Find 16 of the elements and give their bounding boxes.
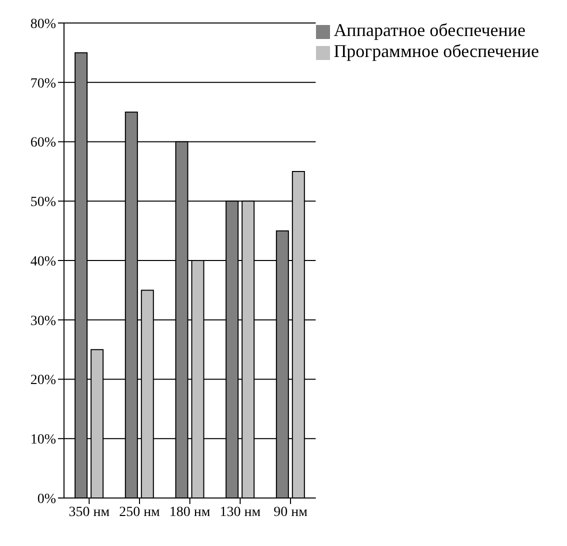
legend-label: Программное обеспечение (334, 41, 539, 61)
legend-label: Аппаратное обеспечение (334, 20, 526, 40)
x-tick-label: 180 нм (169, 504, 210, 520)
x-tick-label: 130 нм (220, 504, 261, 520)
y-tick-label: 0% (37, 492, 56, 507)
x-tick-label: 250 нм (119, 504, 160, 520)
y-tick-label: 10% (30, 432, 56, 448)
y-tick-label: 70% (30, 76, 56, 92)
y-tick-label: 30% (30, 314, 56, 329)
y-tick-label: 40% (30, 254, 56, 270)
x-tick-label: 350 нм (68, 504, 110, 520)
x-tick-label: 90 нм (274, 504, 308, 520)
y-tick-label: 60% (30, 136, 56, 151)
y-tick-label: 80% (30, 16, 56, 32)
y-tick-label: 50% (30, 195, 56, 210)
y-tick-label: 20% (30, 373, 56, 388)
